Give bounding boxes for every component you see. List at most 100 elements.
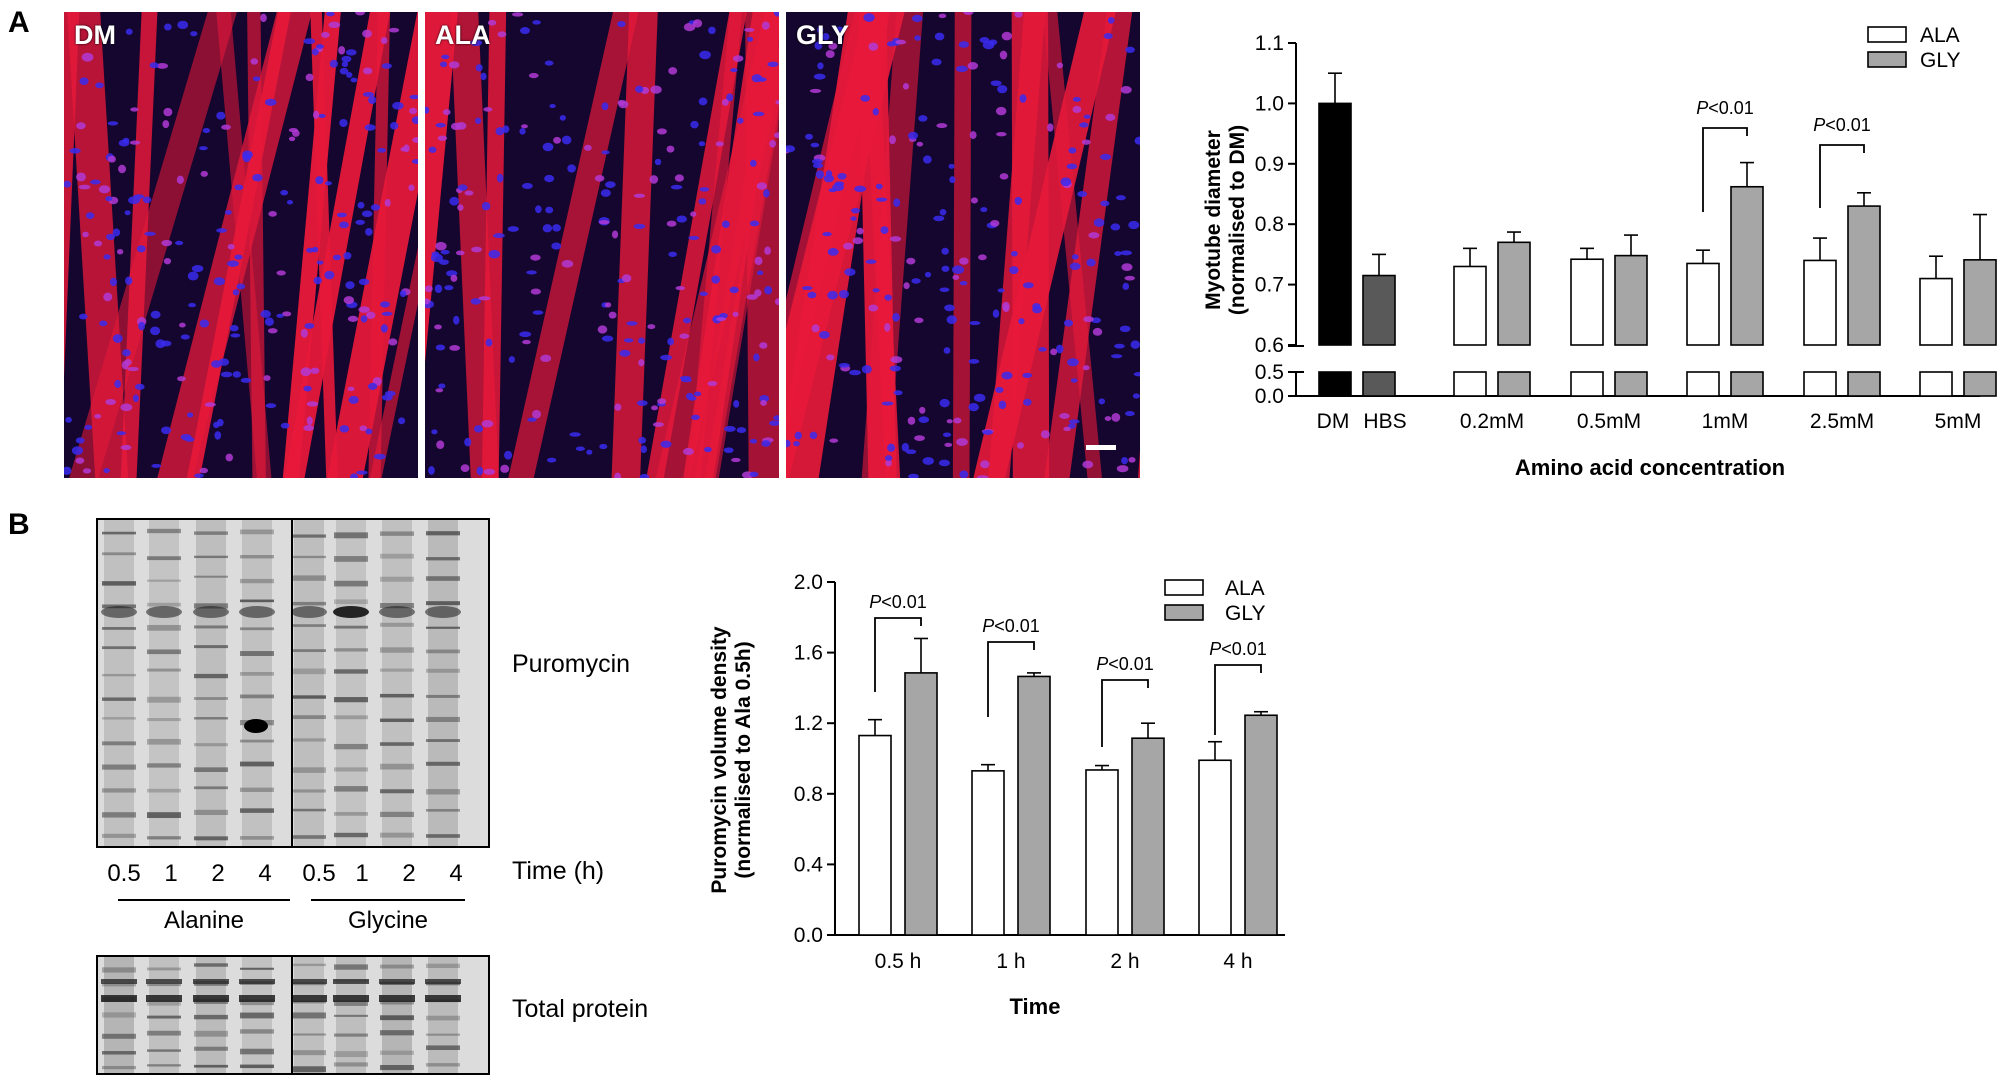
nucleus (583, 144, 592, 151)
nucleus (814, 41, 823, 50)
nucleus (339, 67, 349, 75)
blot-band (194, 673, 228, 679)
nucleus (488, 249, 501, 259)
nucleus (132, 394, 139, 403)
nucleus (94, 413, 102, 419)
nucleus (946, 315, 957, 325)
nucleus (1128, 457, 1136, 463)
nucleus (914, 35, 921, 41)
nucleus (715, 141, 724, 147)
nucleus (280, 189, 289, 196)
nucleus (786, 439, 791, 448)
nucleus (876, 197, 888, 202)
nucleus (676, 215, 687, 223)
nucleus (850, 216, 857, 221)
bar-ala (1570, 258, 1604, 346)
blot-band (147, 668, 181, 672)
nucleus (380, 301, 390, 308)
nucleus (521, 124, 528, 129)
nucleus (82, 231, 89, 238)
nucleus (85, 212, 95, 219)
nucleus (120, 403, 133, 412)
nucleus (107, 155, 116, 163)
x-tick-label: HBS (1363, 410, 1406, 433)
nucleus (338, 45, 346, 55)
nucleus (911, 278, 921, 284)
bar-gly-lower (1963, 371, 1997, 397)
bar-ala-lower (1570, 371, 1604, 397)
blot-band (334, 1014, 368, 1017)
nucleus (849, 369, 861, 376)
nucleus (350, 473, 359, 478)
nucleus (216, 228, 228, 233)
nucleus (480, 72, 487, 81)
nucleus (693, 391, 702, 397)
nucleus (854, 185, 867, 193)
nucleus (311, 48, 319, 56)
nucleus (177, 20, 189, 30)
nucleus (1001, 371, 1013, 380)
nucleus (188, 302, 197, 308)
nucleus (234, 254, 243, 260)
nucleus (683, 317, 691, 324)
nucleus (138, 321, 145, 331)
nucleus (1068, 423, 1076, 429)
blot-band (102, 833, 136, 838)
nucleus (431, 251, 440, 257)
nucleus (936, 123, 948, 129)
nucleus (464, 437, 472, 447)
nucleus (356, 470, 368, 475)
nucleus (303, 38, 316, 45)
nucleus (431, 429, 438, 435)
nucleus (633, 193, 646, 198)
nucleus (809, 431, 818, 440)
blot-band (194, 786, 228, 790)
lane-label: 0.5 (107, 860, 141, 887)
nucleus (366, 311, 376, 320)
nucleus (530, 288, 541, 295)
nucleus (220, 371, 233, 378)
lane-label: 0.5 (302, 860, 336, 887)
nucleus (286, 199, 294, 205)
nucleus (970, 197, 978, 204)
nucleus (967, 61, 979, 70)
nucleus (1114, 343, 1125, 349)
nucleus (761, 21, 770, 30)
nucleus (860, 94, 870, 102)
nucleus (114, 379, 121, 389)
blot-band (426, 963, 460, 969)
nucleus (1082, 365, 1090, 371)
lane-label: 1 (355, 860, 369, 887)
nucleus (236, 283, 246, 290)
nucleus (75, 437, 85, 444)
nucleus (990, 219, 1000, 227)
nucleus (698, 97, 708, 106)
nucleus (411, 116, 418, 124)
blot-band (147, 528, 181, 534)
nucleus (682, 447, 694, 456)
blot-band (147, 738, 181, 745)
blot-band (426, 789, 460, 795)
nucleus (1086, 258, 1096, 267)
nucleus (654, 158, 662, 166)
nucleus (670, 184, 683, 190)
nucleus (759, 394, 770, 403)
nucleus (924, 271, 932, 278)
blot-band (147, 983, 181, 987)
nucleus (305, 73, 314, 82)
micrograph-ala: ALA (425, 12, 779, 478)
blot-band (292, 715, 326, 720)
nucleus (304, 323, 315, 329)
nucleus (519, 128, 526, 135)
blot-band (146, 606, 182, 618)
blot-band (147, 602, 181, 607)
bar-hbs-lower (1362, 371, 1396, 397)
nucleus (127, 366, 139, 372)
nucleus (773, 132, 779, 139)
nucleus (435, 122, 446, 128)
blot-band (102, 1033, 136, 1039)
nucleus (623, 338, 634, 343)
nucleus (341, 55, 352, 63)
nucleus (320, 31, 330, 38)
myotube-fiber (508, 12, 639, 478)
